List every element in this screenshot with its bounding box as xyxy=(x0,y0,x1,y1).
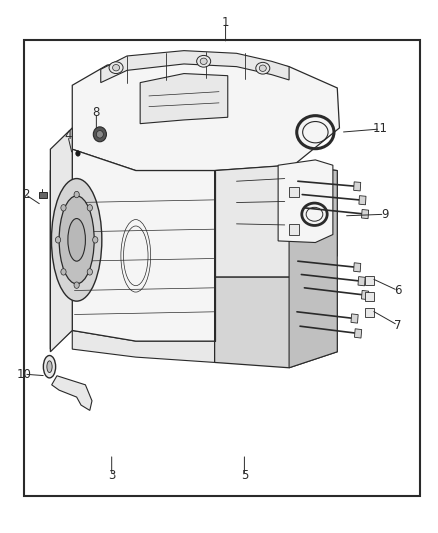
Text: 7: 7 xyxy=(394,319,402,332)
Ellipse shape xyxy=(68,219,85,261)
Text: 6: 6 xyxy=(394,284,402,297)
Ellipse shape xyxy=(76,151,80,156)
Ellipse shape xyxy=(47,361,52,373)
Polygon shape xyxy=(72,330,215,362)
Polygon shape xyxy=(39,192,47,198)
Text: 11: 11 xyxy=(373,123,388,135)
Ellipse shape xyxy=(87,205,92,211)
Ellipse shape xyxy=(109,62,123,74)
Ellipse shape xyxy=(113,64,120,71)
Ellipse shape xyxy=(61,205,66,211)
Bar xyxy=(365,308,374,317)
Polygon shape xyxy=(72,149,215,341)
Ellipse shape xyxy=(93,237,98,243)
Text: 10: 10 xyxy=(17,368,32,381)
Ellipse shape xyxy=(87,269,92,275)
Text: 3: 3 xyxy=(108,469,115,482)
Polygon shape xyxy=(215,165,337,277)
Polygon shape xyxy=(353,182,361,191)
Polygon shape xyxy=(101,51,289,83)
Text: 1: 1 xyxy=(222,16,230,29)
Ellipse shape xyxy=(259,65,266,71)
Ellipse shape xyxy=(55,237,60,243)
Polygon shape xyxy=(50,128,72,352)
Ellipse shape xyxy=(96,131,103,138)
Bar xyxy=(24,40,420,496)
Polygon shape xyxy=(359,196,366,205)
Text: 2: 2 xyxy=(21,188,29,201)
Bar xyxy=(289,187,299,197)
Ellipse shape xyxy=(200,58,207,64)
Polygon shape xyxy=(361,290,369,300)
Polygon shape xyxy=(358,277,365,286)
Ellipse shape xyxy=(197,55,211,67)
Polygon shape xyxy=(278,160,333,243)
Text: 4: 4 xyxy=(64,130,72,142)
Text: 8: 8 xyxy=(93,107,100,119)
Bar xyxy=(365,276,374,285)
Polygon shape xyxy=(353,263,361,272)
Ellipse shape xyxy=(93,127,106,142)
Ellipse shape xyxy=(43,356,56,378)
Text: 9: 9 xyxy=(381,208,389,221)
Polygon shape xyxy=(72,59,339,171)
Polygon shape xyxy=(354,329,362,338)
Ellipse shape xyxy=(256,62,270,74)
Ellipse shape xyxy=(74,191,79,198)
Polygon shape xyxy=(215,277,337,368)
Polygon shape xyxy=(140,74,228,124)
Polygon shape xyxy=(361,209,369,219)
Bar xyxy=(289,224,299,235)
Ellipse shape xyxy=(59,196,94,284)
Polygon shape xyxy=(50,149,72,349)
Bar xyxy=(365,292,374,301)
Polygon shape xyxy=(52,376,92,410)
Polygon shape xyxy=(351,314,358,323)
Polygon shape xyxy=(289,165,337,368)
Ellipse shape xyxy=(61,269,66,275)
Ellipse shape xyxy=(74,282,79,288)
Ellipse shape xyxy=(51,179,102,301)
Text: 5: 5 xyxy=(241,469,248,482)
